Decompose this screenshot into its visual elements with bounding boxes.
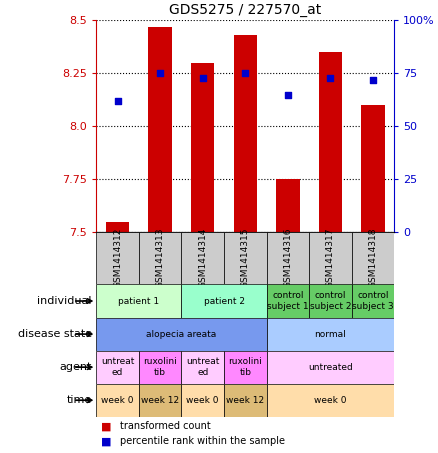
Bar: [181, 232, 224, 284]
Text: week 0: week 0: [314, 396, 346, 405]
Text: agent: agent: [60, 362, 92, 372]
Bar: [309, 284, 352, 318]
Point: [242, 70, 249, 77]
Bar: [224, 351, 267, 384]
Text: untreated: untreated: [308, 363, 353, 371]
Text: week 12: week 12: [141, 396, 179, 405]
Bar: [267, 232, 309, 284]
Text: control
subject 3: control subject 3: [352, 291, 394, 311]
Text: percentile rank within the sample: percentile rank within the sample: [120, 436, 286, 446]
Text: GSM1414312: GSM1414312: [113, 227, 122, 288]
Bar: [96, 232, 139, 284]
Point: [284, 91, 291, 98]
Text: normal: normal: [314, 330, 346, 338]
Text: patient 1: patient 1: [118, 297, 159, 305]
Text: ruxolini
tib: ruxolini tib: [228, 357, 262, 377]
Bar: [191, 63, 215, 232]
Bar: [96, 318, 267, 351]
Bar: [139, 384, 181, 417]
Bar: [267, 284, 309, 318]
Text: transformed count: transformed count: [120, 421, 211, 431]
Bar: [139, 232, 181, 284]
Bar: [267, 384, 394, 417]
Text: untreat
ed: untreat ed: [101, 357, 134, 377]
Text: GSM1414316: GSM1414316: [283, 227, 292, 288]
Text: GSM1414317: GSM1414317: [326, 227, 335, 288]
Bar: [233, 35, 257, 232]
Bar: [352, 284, 394, 318]
Bar: [96, 351, 139, 384]
Bar: [267, 351, 394, 384]
Text: disease state: disease state: [18, 329, 92, 339]
Bar: [224, 384, 267, 417]
Text: patient 2: patient 2: [204, 297, 244, 305]
Bar: [148, 27, 172, 232]
Bar: [106, 222, 129, 232]
Text: GSM1414313: GSM1414313: [155, 227, 165, 288]
Bar: [181, 384, 224, 417]
Bar: [181, 284, 267, 318]
Bar: [361, 105, 385, 232]
Text: GSM1414318: GSM1414318: [368, 227, 378, 288]
Point: [369, 76, 376, 83]
Bar: [267, 318, 394, 351]
Bar: [319, 52, 342, 232]
Title: GDS5275 / 227570_at: GDS5275 / 227570_at: [169, 3, 321, 17]
Text: week 0: week 0: [187, 396, 219, 405]
Point: [114, 97, 121, 105]
Text: time: time: [67, 395, 92, 405]
Text: ■: ■: [101, 436, 111, 446]
Point: [327, 74, 334, 81]
Bar: [96, 384, 139, 417]
Bar: [181, 351, 224, 384]
Text: week 0: week 0: [101, 396, 134, 405]
Text: ■: ■: [101, 421, 111, 431]
Bar: [276, 179, 300, 232]
Text: control
subject 1: control subject 1: [267, 291, 309, 311]
Point: [157, 70, 164, 77]
Bar: [309, 232, 352, 284]
Point: [199, 74, 206, 81]
Bar: [139, 351, 181, 384]
Bar: [352, 232, 394, 284]
Text: GSM1414314: GSM1414314: [198, 227, 207, 288]
Text: control
subject 2: control subject 2: [310, 291, 351, 311]
Text: week 12: week 12: [226, 396, 265, 405]
Text: individual: individual: [38, 296, 92, 306]
Text: alopecia areata: alopecia areata: [146, 330, 216, 338]
Text: ruxolini
tib: ruxolini tib: [143, 357, 177, 377]
Text: GSM1414315: GSM1414315: [241, 227, 250, 288]
Text: untreat
ed: untreat ed: [186, 357, 219, 377]
Bar: [224, 232, 267, 284]
Bar: [96, 284, 181, 318]
